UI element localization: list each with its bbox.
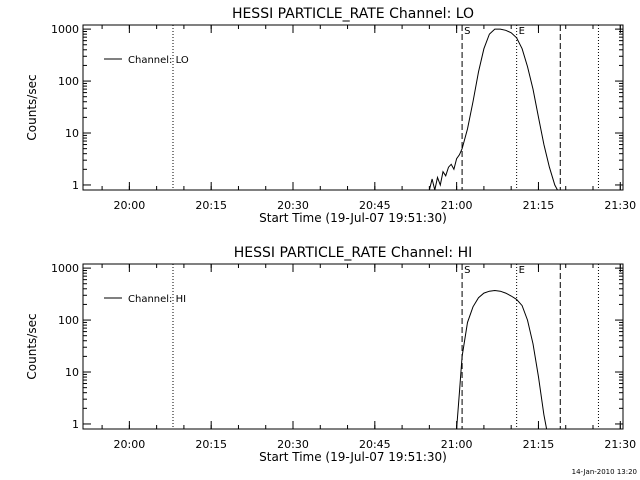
y-axis-label: Counts/sec	[25, 74, 39, 140]
marker-label-e: E	[519, 265, 525, 276]
y-tick-label: 100	[58, 75, 79, 88]
x-axis-label: Start Time (19-Jul-07 19:51:30)	[259, 450, 447, 464]
legend-label: Channel: HI	[128, 294, 186, 305]
x-tick-label: 20:00	[114, 438, 146, 451]
y-tick-label: 10	[65, 366, 79, 379]
x-tick-label: 20:45	[359, 199, 391, 212]
x-tick-label: 20:15	[195, 438, 227, 451]
x-tick-label: 21:15	[523, 438, 555, 451]
plot-frame	[82, 24, 624, 191]
y-tick-label: 10	[65, 127, 79, 140]
marker-label-s: S	[464, 26, 470, 37]
y-tick-label: 1000	[51, 262, 79, 275]
x-tick-label: 21:30	[604, 199, 636, 212]
series-line	[456, 289, 548, 430]
chart-title: HESSI PARTICLE_RATE Channel: LO	[232, 6, 474, 22]
x-tick-label: 20:00	[114, 199, 146, 212]
x-tick-label: 20:45	[359, 438, 391, 451]
y-axis-label: Counts/sec	[25, 313, 39, 379]
chart-title: HESSI PARTICLE_RATE Channel: HI	[234, 245, 472, 261]
x-tick-label: 20:30	[277, 199, 309, 212]
y-tick-label: 1	[72, 418, 79, 431]
y-tick-label: 1000	[51, 23, 79, 36]
marker-label-e: E	[519, 26, 525, 37]
legend-label: Channel: LO	[128, 55, 189, 66]
series-line	[428, 28, 558, 191]
footer-timestamp: 14-Jan-2010 13:20	[572, 468, 637, 476]
plot-frame	[82, 263, 624, 430]
x-tick-label: 21:00	[441, 199, 473, 212]
y-tick-label: 1	[72, 179, 79, 192]
chart-panel-hi: HESSI PARTICLE_RATE Channel: HI 20:00 20:1…	[25, 245, 636, 464]
chart-panel-lo: HESSI PARTICLE_RATE Channel: LO 20:00 20:1…	[25, 6, 636, 225]
x-axis-label: Start Time (19-Jul-07 19:51:30)	[259, 211, 447, 225]
x-tick-label: 21:15	[523, 199, 555, 212]
x-tick-label: 21:30	[604, 438, 636, 451]
marker-label-s: S	[464, 265, 470, 276]
x-tick-label: 21:00	[441, 438, 473, 451]
x-tick-label: 20:30	[277, 438, 309, 451]
y-tick-label: 100	[58, 314, 79, 327]
x-tick-label: 20:15	[195, 199, 227, 212]
